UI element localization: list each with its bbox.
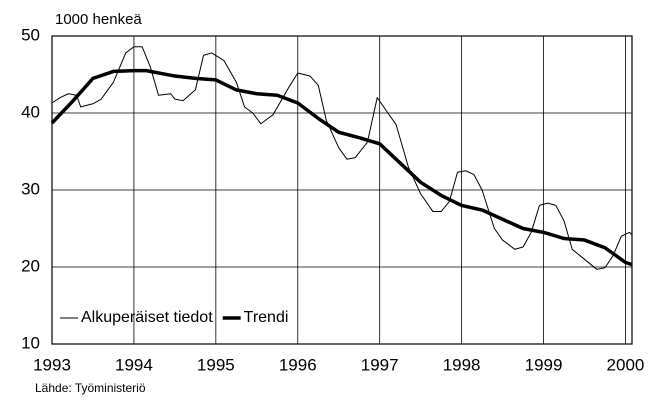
x-tick-label: 1997 bbox=[361, 355, 399, 374]
legend-label: Alkuperäiset tiedot bbox=[81, 309, 213, 326]
y-axis-label: 1000 henkeä bbox=[55, 11, 142, 28]
x-tick-label: 1998 bbox=[443, 355, 481, 374]
y-tick-label: 20 bbox=[21, 256, 40, 275]
line-series bbox=[50, 68, 633, 267]
legend-label: Trendi bbox=[244, 309, 289, 326]
x-tick-label: 1993 bbox=[33, 355, 71, 374]
x-tick-label: 1996 bbox=[279, 355, 317, 374]
x-tick-label: 1999 bbox=[525, 355, 563, 374]
x-tick-label: 2000 bbox=[607, 355, 645, 374]
y-tick-label: 40 bbox=[21, 102, 40, 121]
source: Lähde: Työministeriö bbox=[35, 381, 146, 395]
y-tick-label: 50 bbox=[21, 25, 40, 44]
y-tick-label: 10 bbox=[21, 333, 40, 352]
x-tick-label: 1995 bbox=[197, 355, 235, 374]
y-tick-label: 30 bbox=[21, 179, 40, 198]
x-tick-label: 1994 bbox=[115, 355, 153, 374]
line-series bbox=[51, 46, 633, 270]
